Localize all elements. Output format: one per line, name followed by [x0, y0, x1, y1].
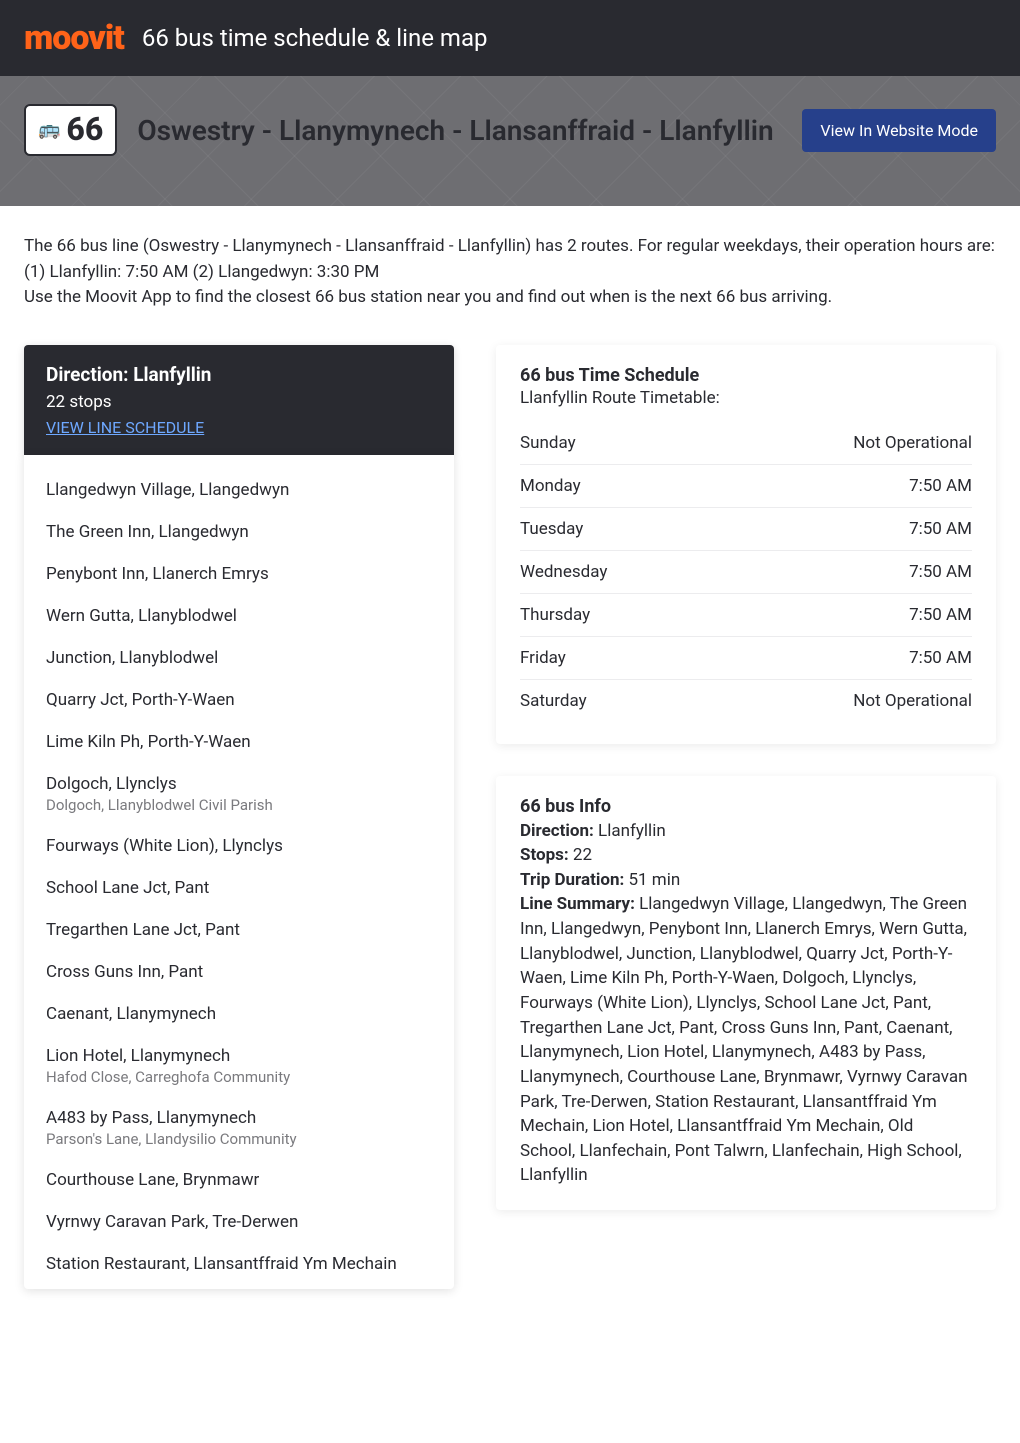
intro-text: The 66 bus line (Oswestry - Llanymynech … [0, 206, 1020, 319]
stop-item[interactable]: Vyrnwy Caravan Park, Tre-Derwen [46, 1201, 432, 1243]
schedule-day: Friday [520, 636, 712, 679]
schedule-time: 7:50 AM [712, 464, 972, 507]
line-number: 66 [66, 110, 103, 148]
stop-name: Junction, Llanyblodwel [46, 648, 432, 668]
schedule-row: Thursday7:50 AM [520, 593, 972, 636]
view-line-schedule-link[interactable]: VIEW LINE SCHEDULE [46, 418, 204, 437]
stop-item[interactable]: Lime Kiln Ph, Porth-Y-Waen [46, 721, 432, 763]
stop-item[interactable]: A483 by Pass, Llanymynech Parson's Lane, … [46, 1097, 432, 1159]
stop-item[interactable]: Tregarthen Lane Jct, Pant [46, 909, 432, 951]
stop-item[interactable]: The Green Inn, Llangedwyn [46, 511, 432, 553]
info-direction: Direction: Llanfyllin [520, 819, 972, 844]
stops-list: Llangedwyn Village, Llangedwyn The Green … [24, 455, 454, 1289]
stop-name: Station Restaurant, Llansantffraid Ym Me… [46, 1254, 432, 1274]
stop-name: Dolgoch, Llynclys [46, 774, 432, 794]
top-bar: moovit 66 bus time schedule & line map [0, 0, 1020, 76]
schedule-day: Thursday [520, 593, 712, 636]
route-title: Oswestry - Llanymynech - Llansanffraid -… [137, 114, 782, 147]
schedule-time: Not Operational [712, 422, 972, 465]
info-summary-value: Llangedwyn Village, Llangedwyn, The Gree… [520, 894, 968, 1185]
stop-item[interactable]: Lion Hotel, Llanymynech Hafod Close, Carr… [46, 1035, 432, 1097]
stop-subtext: Dolgoch, Llanyblodwel Civil Parish [46, 796, 432, 814]
schedule-title: 66 bus Time Schedule [520, 365, 972, 386]
info-title: 66 bus Info [520, 796, 972, 817]
stop-item[interactable]: Caenant, Llanymynech [46, 993, 432, 1035]
stop-name: Penybont Inn, Llanerch Emrys [46, 564, 432, 584]
stop-name: A483 by Pass, Llanymynech [46, 1108, 432, 1128]
schedule-row: Friday7:50 AM [520, 636, 972, 679]
stop-name: Tregarthen Lane Jct, Pant [46, 920, 432, 940]
stop-name: Caenant, Llanymynech [46, 1004, 432, 1024]
stop-name: Cross Guns Inn, Pant [46, 962, 432, 982]
stop-name: School Lane Jct, Pant [46, 878, 432, 898]
stop-name: Vyrnwy Caravan Park, Tre-Derwen [46, 1212, 432, 1232]
stop-name: Lime Kiln Ph, Porth-Y-Waen [46, 732, 432, 752]
info-duration-value: 51 min [624, 870, 680, 890]
bus-icon: 🚌 [38, 119, 60, 140]
stop-name: Courthouse Lane, Brynmawr [46, 1170, 432, 1190]
content-columns: Direction: Llanfyllin 22 stops VIEW LINE… [0, 319, 1020, 1329]
schedule-row: SaturdayNot Operational [520, 679, 972, 722]
info-panel: 66 bus Info Direction: Llanfyllin Stops:… [496, 776, 996, 1211]
schedule-day: Monday [520, 464, 712, 507]
stop-item[interactable]: Quarry Jct, Porth-Y-Waen [46, 679, 432, 721]
info-stops-value: 22 [569, 845, 592, 865]
schedule-time: Not Operational [712, 679, 972, 722]
info-duration-label: Trip Duration: [520, 870, 624, 890]
stop-item[interactable]: Courthouse Lane, Brynmawr [46, 1159, 432, 1201]
info-direction-label: Direction: [520, 821, 594, 841]
stop-item[interactable]: Fourways (White Lion), Llynclys [46, 825, 432, 867]
schedule-row: SundayNot Operational [520, 422, 972, 465]
stop-name: Llangedwyn Village, Llangedwyn [46, 480, 432, 500]
left-column: Direction: Llanfyllin 22 stops VIEW LINE… [24, 345, 454, 1289]
info-stops-label: Stops: [520, 845, 569, 865]
view-website-mode-button[interactable]: View In Website Mode [802, 109, 996, 152]
stop-item[interactable]: Cross Guns Inn, Pant [46, 951, 432, 993]
stop-item[interactable]: Dolgoch, Llynclys Dolgoch, Llanyblodwel C… [46, 763, 432, 825]
schedule-panel: 66 bus Time Schedule Llanfyllin Route Ti… [496, 345, 996, 744]
intro-line-2: (1) Llanfyllin: 7:50 AM (2) Llangedwyn: … [24, 260, 996, 286]
hero-band: 🚌 66 Oswestry - Llanymynech - Llansanffr… [0, 76, 1020, 206]
stop-item[interactable]: Llangedwyn Village, Llangedwyn [46, 469, 432, 511]
schedule-time: 7:50 AM [712, 550, 972, 593]
line-badge: 🚌 66 [24, 104, 117, 156]
schedule-day: Tuesday [520, 507, 712, 550]
stop-name: Quarry Jct, Porth-Y-Waen [46, 690, 432, 710]
info-stops: Stops: 22 [520, 843, 972, 868]
stop-item[interactable]: Penybont Inn, Llanerch Emrys [46, 553, 432, 595]
right-column: 66 bus Time Schedule Llanfyllin Route Ti… [496, 345, 996, 1211]
schedule-day: Wednesday [520, 550, 712, 593]
schedule-row: Wednesday7:50 AM [520, 550, 972, 593]
stop-item[interactable]: Wern Gutta, Llanyblodwel [46, 595, 432, 637]
schedule-time: 7:50 AM [712, 636, 972, 679]
direction-card: Direction: Llanfyllin 22 stops VIEW LINE… [24, 345, 454, 455]
schedule-row: Tuesday7:50 AM [520, 507, 972, 550]
schedule-day: Sunday [520, 422, 712, 465]
intro-line-3: Use the Moovit App to find the closest 6… [24, 285, 996, 311]
info-direction-value: Llanfyllin [594, 821, 666, 841]
schedule-table: SundayNot OperationalMonday7:50 AMTuesda… [520, 422, 972, 722]
stop-item[interactable]: Station Restaurant, Llansantffraid Ym Me… [46, 1243, 432, 1285]
moovit-logo: moovit [24, 18, 124, 58]
stop-name: Wern Gutta, Llanyblodwel [46, 606, 432, 626]
page-title: 66 bus time schedule & line map [142, 24, 488, 52]
schedule-subtitle: Llanfyllin Route Timetable: [520, 388, 972, 408]
direction-stops-count: 22 stops [46, 392, 432, 412]
info-summary-label: Line Summary: [520, 894, 635, 914]
info-duration: Trip Duration: 51 min [520, 868, 972, 893]
stop-subtext: Hafod Close, Carreghofa Community [46, 1068, 432, 1086]
direction-title: Direction: Llanfyllin [46, 363, 432, 386]
schedule-time: 7:50 AM [712, 507, 972, 550]
schedule-day: Saturday [520, 679, 712, 722]
schedule-row: Monday7:50 AM [520, 464, 972, 507]
stop-subtext: Parson's Lane, Llandysilio Community [46, 1130, 432, 1148]
intro-line-1: The 66 bus line (Oswestry - Llanymynech … [24, 234, 996, 260]
schedule-time: 7:50 AM [712, 593, 972, 636]
stop-name: Fourways (White Lion), Llynclys [46, 836, 432, 856]
stop-item[interactable]: School Lane Jct, Pant [46, 867, 432, 909]
stop-name: The Green Inn, Llangedwyn [46, 522, 432, 542]
info-summary: Line Summary: Llangedwyn Village, Llange… [520, 892, 972, 1188]
stop-name: Lion Hotel, Llanymynech [46, 1046, 432, 1066]
stop-item[interactable]: Junction, Llanyblodwel [46, 637, 432, 679]
